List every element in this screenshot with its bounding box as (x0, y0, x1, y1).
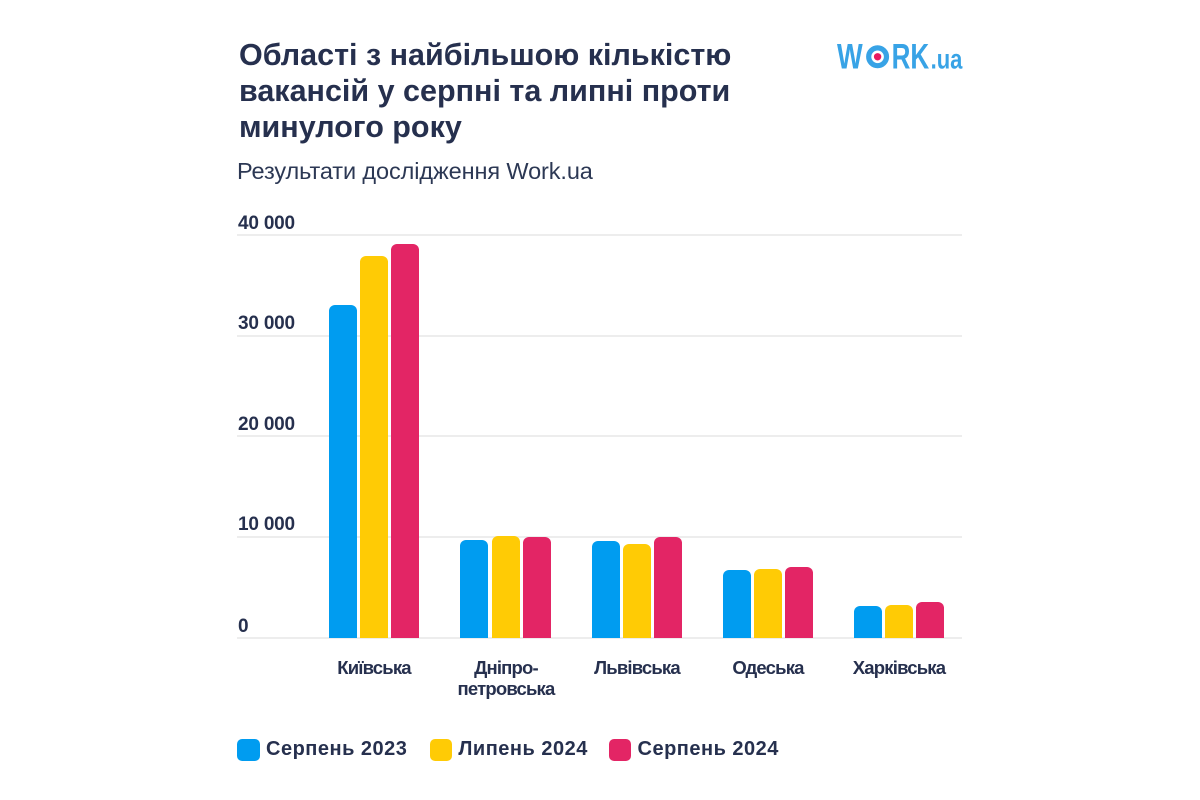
svg-text:W: W (837, 38, 863, 77)
svg-text:.ua: .ua (931, 44, 963, 75)
svg-text:RK: RK (892, 38, 930, 77)
